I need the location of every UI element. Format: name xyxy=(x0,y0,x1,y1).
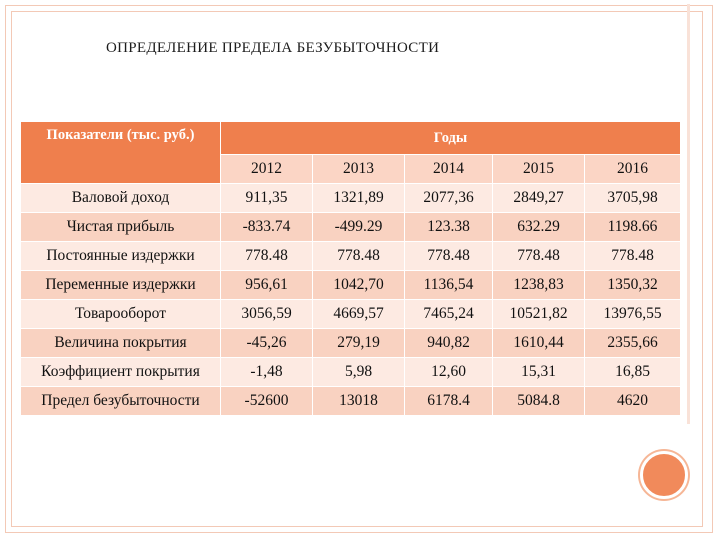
row-value: 15,31 xyxy=(492,357,585,387)
table-row: Валовой доход 911,35 1321,89 2077,36 284… xyxy=(20,183,681,213)
row-value: 778.48 xyxy=(312,241,405,271)
row-label: Постоянные издержки xyxy=(20,241,221,271)
row-value: 2355,66 xyxy=(584,328,681,358)
row-value: 4620 xyxy=(584,386,681,416)
row-value: 12,60 xyxy=(404,357,493,387)
row-value: -833.74 xyxy=(220,212,313,242)
breakeven-table: Показатели (тыс. руб.) Годы 2012 2013 20… xyxy=(20,121,681,416)
year-cell: 2014 xyxy=(404,154,493,184)
table-row: Предел безубыточности -52600 13018 6178.… xyxy=(20,386,681,416)
row-value: 632.29 xyxy=(492,212,585,242)
row-value: 1042,70 xyxy=(312,270,405,300)
row-value: 4669,57 xyxy=(312,299,405,329)
slide-outer-border xyxy=(5,5,713,533)
row-value: 279,19 xyxy=(312,328,405,358)
header-indicators: Показатели (тыс. руб.) xyxy=(20,121,221,184)
row-value: 1321,89 xyxy=(312,183,405,213)
row-value: 7465,24 xyxy=(404,299,493,329)
row-value: 940,82 xyxy=(404,328,493,358)
table-row: Величина покрытия -45,26 279,19 940,82 1… xyxy=(20,328,681,358)
decorative-stripe xyxy=(687,4,690,424)
row-value: 778.48 xyxy=(584,241,681,271)
row-value: 1610,44 xyxy=(492,328,585,358)
row-value: 778.48 xyxy=(404,241,493,271)
table-row: Чистая прибыль -833.74 -499.29 123.38 63… xyxy=(20,212,681,242)
row-label: Предел безубыточности xyxy=(20,386,221,416)
decorative-circle xyxy=(640,451,688,499)
row-label: Товарооборот xyxy=(20,299,221,329)
row-value: -52600 xyxy=(220,386,313,416)
year-cell: 2015 xyxy=(492,154,585,184)
table-row: Товарооборот 3056,59 4669,57 7465,24 105… xyxy=(20,299,681,329)
row-label: Чистая прибыль xyxy=(20,212,221,242)
row-value: 2077,36 xyxy=(404,183,493,213)
page-title: Определение предела безубыточности xyxy=(106,40,440,56)
row-value: 3056,59 xyxy=(220,299,313,329)
row-value: 123.38 xyxy=(404,212,493,242)
row-value: 16,85 xyxy=(584,357,681,387)
row-value: 5084.8 xyxy=(492,386,585,416)
table-row: Переменные издержки 956,61 1042,70 1136,… xyxy=(20,270,681,300)
year-cell: 2013 xyxy=(312,154,405,184)
row-label: Переменные издержки xyxy=(20,270,221,300)
row-value: 5,98 xyxy=(312,357,405,387)
row-value: 778.48 xyxy=(220,241,313,271)
year-cell: 2012 xyxy=(220,154,313,184)
header-years: Годы xyxy=(220,121,681,155)
row-value: -45,26 xyxy=(220,328,313,358)
row-value: 1350,32 xyxy=(584,270,681,300)
row-value: 1238,83 xyxy=(492,270,585,300)
row-value: 6178.4 xyxy=(404,386,493,416)
row-value: 2849,27 xyxy=(492,183,585,213)
row-value: -499.29 xyxy=(312,212,405,242)
row-value: 956,61 xyxy=(220,270,313,300)
slide-inner-border xyxy=(11,11,703,527)
table-row: Постоянные издержки 778.48 778.48 778.48… xyxy=(20,241,681,271)
row-value: 911,35 xyxy=(220,183,313,213)
row-value: 10521,82 xyxy=(492,299,585,329)
row-value: -1,48 xyxy=(220,357,313,387)
row-value: 1136,54 xyxy=(404,270,493,300)
row-label: Величина покрытия xyxy=(20,328,221,358)
row-value: 778.48 xyxy=(492,241,585,271)
table-row: Коэффициент покрытия -1,48 5,98 12,60 15… xyxy=(20,357,681,387)
row-value: 13018 xyxy=(312,386,405,416)
row-value: 3705,98 xyxy=(584,183,681,213)
year-cell: 2016 xyxy=(584,154,681,184)
row-value: 1198.66 xyxy=(584,212,681,242)
row-value: 13976,55 xyxy=(584,299,681,329)
row-label: Коэффициент покрытия xyxy=(20,357,221,387)
row-label: Валовой доход xyxy=(20,183,221,213)
